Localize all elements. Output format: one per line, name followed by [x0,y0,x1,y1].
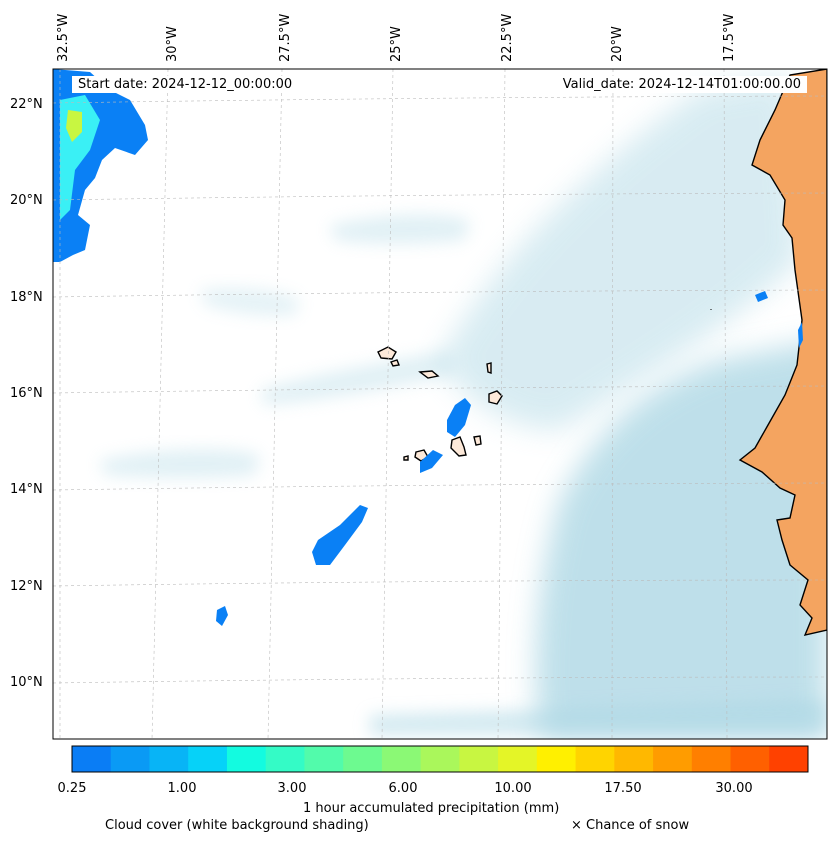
map-area [53,69,827,739]
parallel-line [53,192,827,201]
cloud-patch-southwest [100,449,260,479]
valid-date-label: Valid_date: 2024-12-14T01:00:00.00 [556,76,807,93]
cloud-cover-legend: Cloud cover (white background shading) [105,818,369,833]
meridian-line [381,69,394,739]
island-brava [403,455,409,461]
parallel-line [53,482,827,491]
parallel-line [53,95,827,104]
colorbar-label: 1 hour accumulated precipitation (mm) [303,801,560,816]
graticule [53,69,827,739]
lat-label-12n: 12°N [10,579,43,594]
precip-north-west-max [66,110,82,142]
cloud-streak-mid [260,350,455,405]
precip-south-spot [216,606,228,626]
colorbar-swatch [72,746,112,772]
island-santiago [450,436,467,457]
meridian-line [611,69,614,739]
lon-label-27-5w: 27.5°W [278,13,293,62]
coast-west-africa [738,69,827,636]
colorbar-swatch [459,746,499,772]
colorbar-swatch [265,746,305,772]
colorbar-tick-label: 1.00 [167,781,197,796]
lon-label-30w: 30°W [165,26,180,62]
colorbar-swatch [653,746,693,772]
lat-label-10n: 10°N [10,675,43,690]
colorbar-tick-label: 17.50 [604,781,642,796]
map-frame [52,68,828,740]
colorbar-swatch [498,746,538,772]
colorbar-tick-label: 3.00 [277,781,307,796]
island-sao-vicente [390,359,400,367]
colorbar-swatch [536,746,577,772]
lat-label-20n: 20°N [10,193,43,208]
lon-label-17-5w: 17.5°W [722,13,737,62]
meridian-line [151,69,169,739]
colorbar-swatch [343,746,383,772]
cloud-streak-south [370,700,827,735]
lat-label-18n: 18°N [10,290,43,305]
lat-label-22n: 22°N [10,97,43,112]
precip-coast-south [798,322,803,348]
meridian-line [497,69,506,739]
colorbar-tick-label: 6.00 [388,781,418,796]
parallel-line [53,579,827,587]
lat-label-16n: 16°N [10,386,43,401]
lon-label-20w: 20°W [610,26,625,62]
colorbar-frame [71,745,809,773]
colorbar-swatch [614,746,654,772]
parallel-line [53,676,827,684]
precipitation-layer [53,69,803,626]
colorbar-tick-label: 0.25 [57,781,87,796]
lon-label-25w: 25°W [389,26,404,62]
cloud-patch-central [200,288,300,316]
colorbar-swatch [149,746,189,772]
precip-near-fogo [420,450,443,473]
lat-label-14n: 14°N [10,482,43,497]
land-layer [377,69,827,636]
cloud-band-northeast [440,75,800,430]
colorbar-swatch [304,746,344,772]
colorbar [72,746,809,772]
cloud-cover-layer [100,75,827,739]
meridian-line [723,69,728,739]
precip-near-santiago [447,398,471,437]
colorbar-swatch [110,746,150,772]
island-sal [486,362,492,374]
colorbar-swatch [769,746,809,772]
island-sao-nicolau [418,370,440,379]
island-santo-antao [377,346,397,360]
precip-south-west-band [312,505,368,565]
parallel-line [53,385,827,394]
colorbar-swatch [575,746,615,772]
island-maio [473,435,482,446]
start-date-label: Start date: 2024-12-12_00:00:00 [72,76,299,93]
parallel-line [53,289,827,298]
meridian-line [267,69,283,739]
lon-label-32-5w: 32.5°W [56,13,71,62]
colorbar-swatch [691,746,732,772]
colorbar-swatch [188,746,228,772]
island-boa-vista [488,390,503,405]
snow-legend: × Chance of snow [571,818,690,833]
colorbar-swatch [730,746,770,772]
colorbar-swatch [420,746,460,772]
cloud-band-east [536,340,827,739]
precip-coast-north [755,291,768,302]
lon-label-22-5w: 22.5°W [500,13,515,62]
colorbar-tick-label: 10.00 [494,781,532,796]
cloud-patch-northwest [330,214,470,244]
colorbar-swatch [226,746,267,772]
colorbar-swatch [381,746,422,772]
colorbar-tick-label: 30.00 [715,781,753,796]
